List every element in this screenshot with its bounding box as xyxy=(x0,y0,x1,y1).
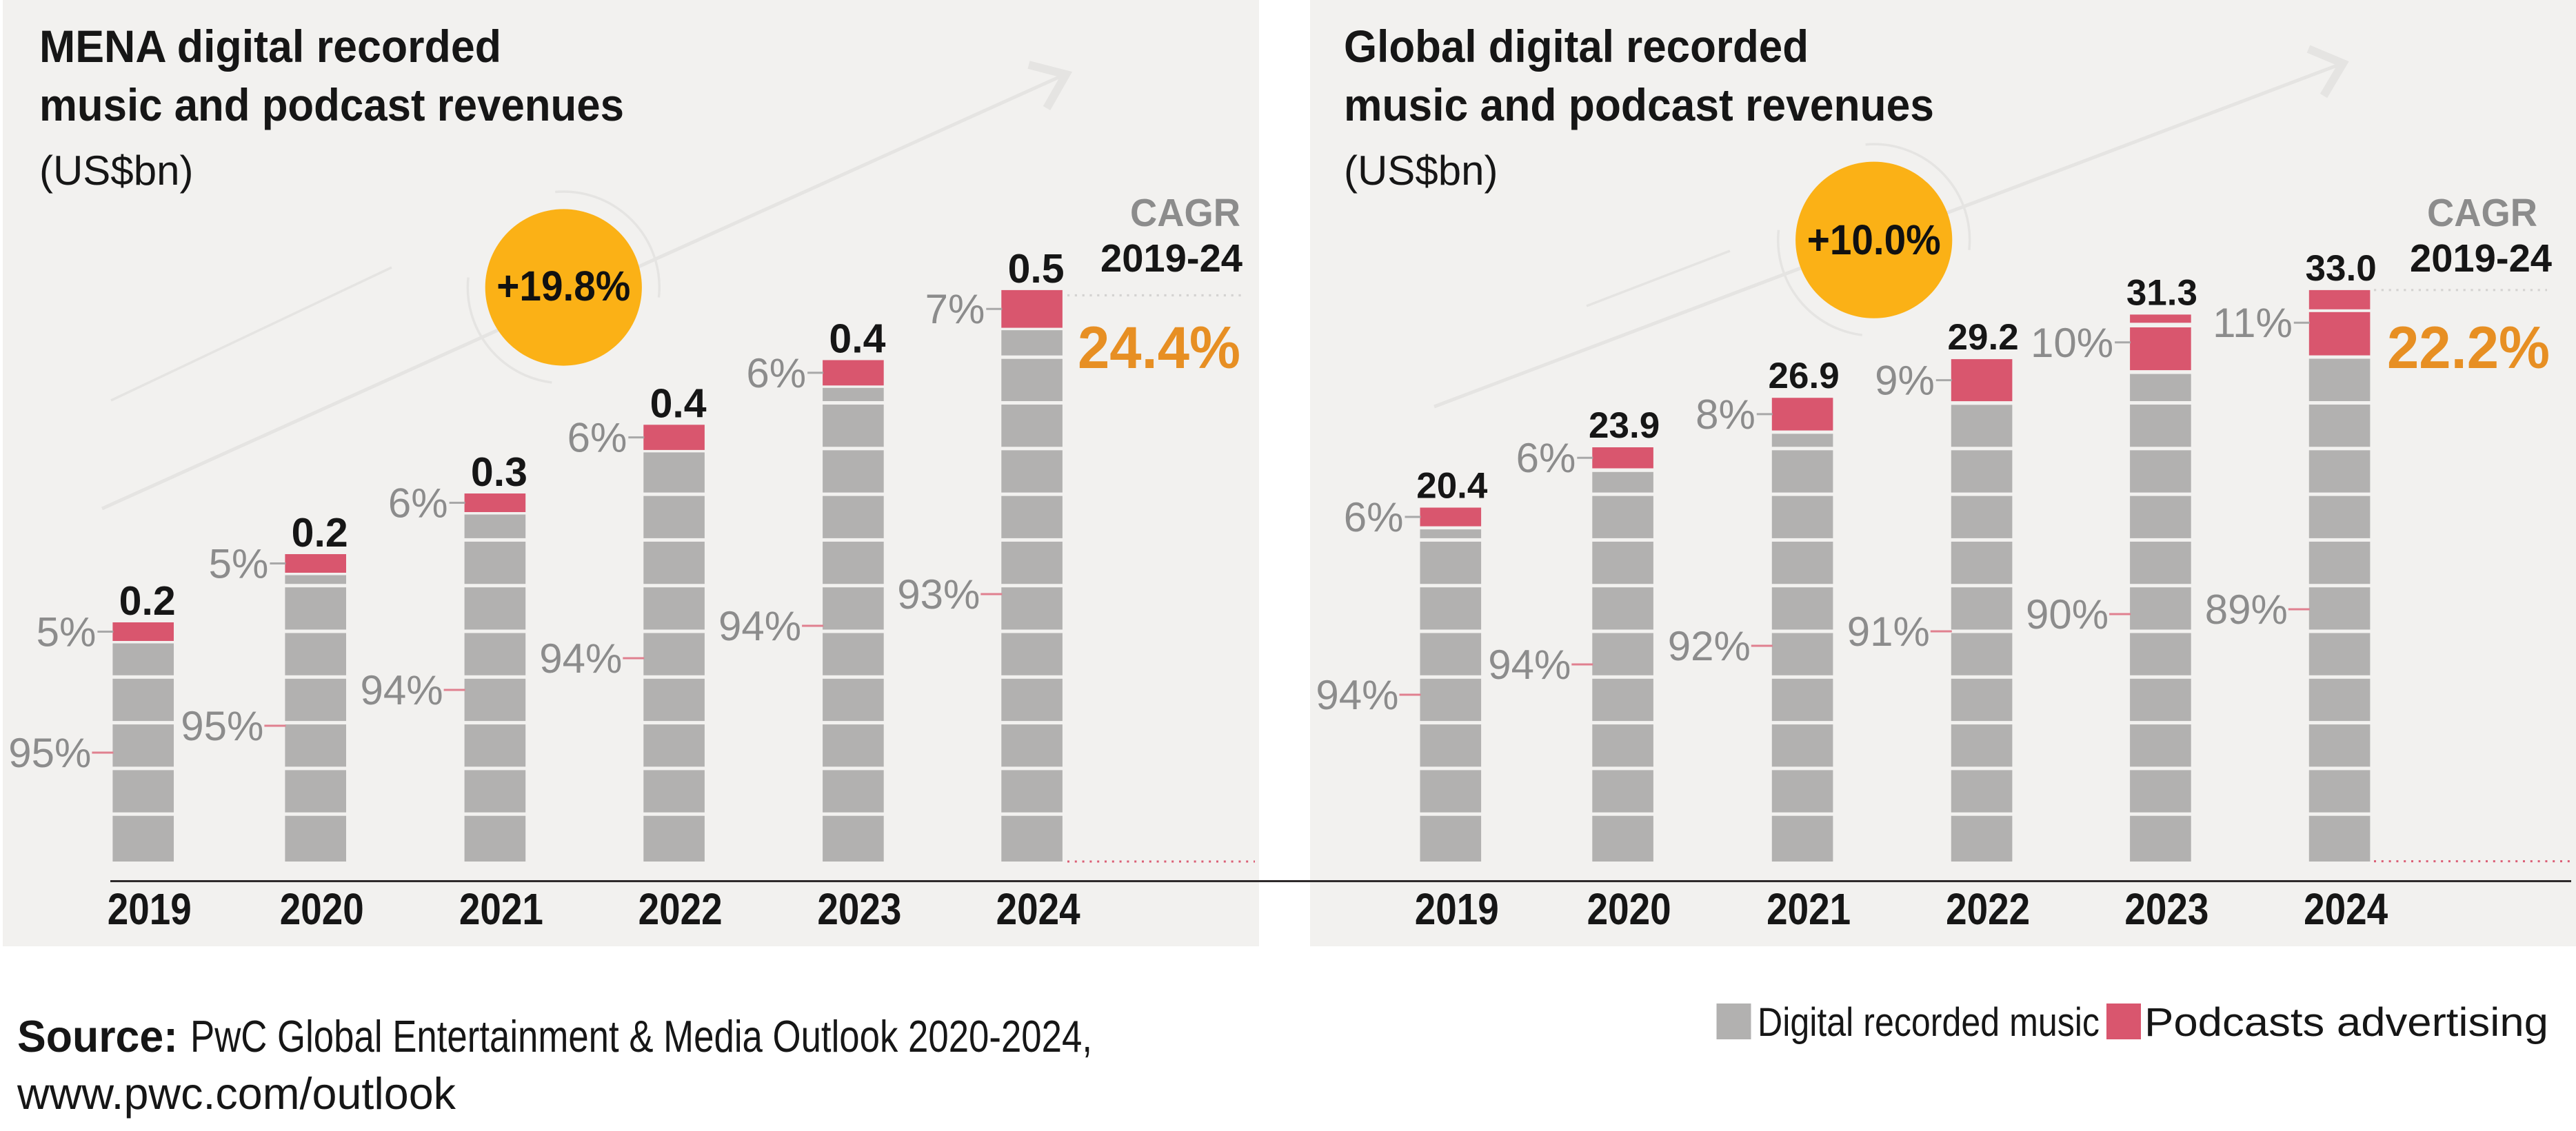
svg-text:Source:: Source: xyxy=(17,1011,178,1061)
svg-text:2020: 2020 xyxy=(280,884,364,934)
svg-text:94%: 94% xyxy=(718,603,801,649)
svg-text:(US$bn): (US$bn) xyxy=(1344,147,1498,194)
svg-text:91%: 91% xyxy=(1847,609,1930,655)
svg-text:10%: 10% xyxy=(2031,320,2113,366)
svg-text:0.4: 0.4 xyxy=(829,316,885,362)
svg-text:6%: 6% xyxy=(1516,435,1576,481)
svg-text:90%: 90% xyxy=(2026,591,2109,638)
svg-text:CAGR: CAGR xyxy=(1130,191,1240,235)
svg-text:0.5: 0.5 xyxy=(1008,246,1065,292)
svg-text:(US$bn): (US$bn) xyxy=(39,147,193,194)
svg-text:92%: 92% xyxy=(1668,623,1751,669)
svg-text:95%: 95% xyxy=(8,730,91,776)
svg-text:94%: 94% xyxy=(1316,672,1398,718)
svg-text:2021: 2021 xyxy=(459,884,543,934)
svg-text:93%: 93% xyxy=(897,571,980,618)
svg-text:9%: 9% xyxy=(1875,358,1935,404)
svg-text:5%: 5% xyxy=(37,609,97,655)
svg-text:0.2: 0.2 xyxy=(119,578,176,624)
svg-text:Global digital recorded: Global digital recorded xyxy=(1344,21,1809,72)
svg-text:+10.0%: +10.0% xyxy=(1807,216,1941,263)
svg-text:6%: 6% xyxy=(388,480,448,527)
svg-text:2023: 2023 xyxy=(817,884,901,934)
svg-text:0.4: 0.4 xyxy=(650,380,707,426)
svg-text:2023: 2023 xyxy=(2124,884,2208,934)
svg-text:2019-24: 2019-24 xyxy=(2410,236,2552,281)
svg-text:31.3: 31.3 xyxy=(2126,272,2197,313)
svg-text:8%: 8% xyxy=(1695,391,1755,438)
svg-text:music and podcast revenues: music and podcast revenues xyxy=(1344,79,1934,130)
svg-text:89%: 89% xyxy=(2205,587,2288,633)
svg-text:11%: 11% xyxy=(2213,300,2293,346)
svg-text:2021: 2021 xyxy=(1767,884,1851,934)
svg-text:Digital recorded music: Digital recorded music xyxy=(1758,1000,2100,1045)
svg-text:94%: 94% xyxy=(1488,642,1571,688)
svg-text:2022: 2022 xyxy=(1946,884,2030,934)
svg-text:+19.8%: +19.8% xyxy=(496,263,630,309)
svg-text:94%: 94% xyxy=(539,635,622,682)
svg-text:2019: 2019 xyxy=(1415,884,1499,934)
svg-text:29.2: 29.2 xyxy=(1948,317,2019,358)
svg-text:95%: 95% xyxy=(181,703,263,749)
svg-text:26.9: 26.9 xyxy=(1769,356,1840,396)
svg-text:2024: 2024 xyxy=(996,884,1080,934)
svg-text:2019: 2019 xyxy=(108,884,192,934)
svg-text:6%: 6% xyxy=(567,415,627,461)
svg-text:94%: 94% xyxy=(361,667,443,713)
svg-text:music and podcast revenues: music and podcast revenues xyxy=(39,79,624,130)
svg-text:6%: 6% xyxy=(746,350,806,396)
svg-text:33.0: 33.0 xyxy=(2306,248,2377,289)
svg-text:22.2%: 22.2% xyxy=(2387,315,2550,381)
svg-text:2020: 2020 xyxy=(1587,884,1671,934)
svg-text:5%: 5% xyxy=(209,541,269,587)
svg-text:23.9: 23.9 xyxy=(1589,405,1660,446)
svg-text:2024: 2024 xyxy=(2304,884,2388,934)
svg-text:CAGR: CAGR xyxy=(2427,191,2537,235)
svg-text:MENA digital recorded: MENA digital recorded xyxy=(39,21,501,72)
svg-text:Podcasts advertising: Podcasts advertising xyxy=(2144,1000,2548,1045)
svg-text:www.pwc.com/outlook: www.pwc.com/outlook xyxy=(17,1068,456,1119)
svg-text:2022: 2022 xyxy=(638,884,723,934)
svg-text:24.4%: 24.4% xyxy=(1078,315,1240,381)
svg-text:2019-24: 2019-24 xyxy=(1100,236,1242,281)
svg-text:0.3: 0.3 xyxy=(471,449,527,495)
svg-text:PwC Global Entertainment & Med: PwC Global Entertainment & Media Outlook… xyxy=(190,1011,1092,1061)
svg-text:7%: 7% xyxy=(925,286,985,332)
svg-text:20.4: 20.4 xyxy=(1416,466,1488,507)
svg-text:6%: 6% xyxy=(1344,494,1404,540)
svg-text:0.2: 0.2 xyxy=(292,510,348,556)
